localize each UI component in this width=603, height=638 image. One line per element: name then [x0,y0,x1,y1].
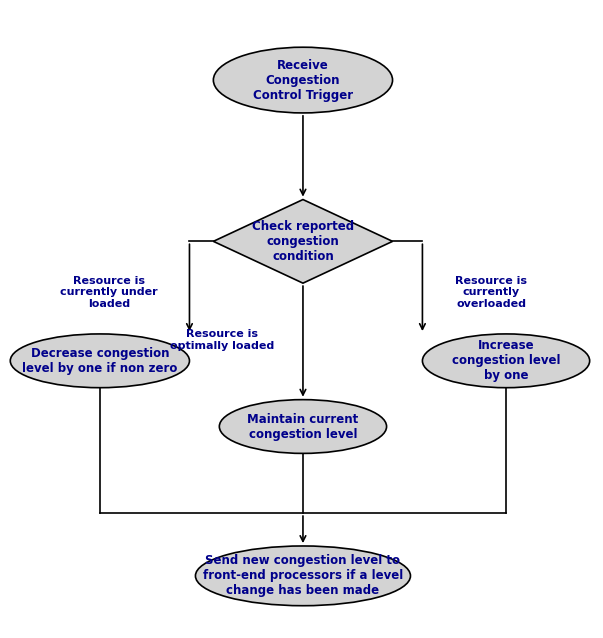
Ellipse shape [195,546,411,605]
Text: Decrease congestion
level by one if non zero: Decrease congestion level by one if non … [22,347,177,375]
Ellipse shape [423,334,590,388]
Text: Resource is
currently
overloaded: Resource is currently overloaded [455,276,527,309]
Text: Maintain current
congestion level: Maintain current congestion level [247,413,359,440]
Polygon shape [213,200,393,283]
Ellipse shape [10,334,189,388]
Text: Resource is
optimally loaded: Resource is optimally loaded [170,329,274,351]
Ellipse shape [213,47,393,113]
Text: Check reported
congestion
condition: Check reported congestion condition [252,220,354,263]
Text: Resource is
currently under
loaded: Resource is currently under loaded [60,276,157,309]
Text: Increase
congestion level
by one: Increase congestion level by one [452,339,560,382]
Ellipse shape [219,399,387,454]
Text: Receive
Congestion
Control Trigger: Receive Congestion Control Trigger [253,59,353,101]
Text: Send new congestion level to
front-end processors if a level
change has been mad: Send new congestion level to front-end p… [203,554,403,597]
